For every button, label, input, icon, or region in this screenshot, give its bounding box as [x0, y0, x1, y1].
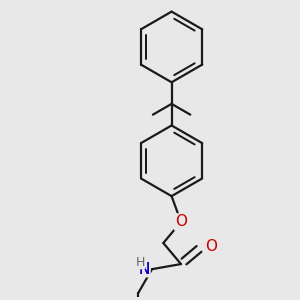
Text: N: N [139, 262, 150, 277]
Text: H: H [136, 256, 145, 269]
Text: O: O [175, 214, 187, 230]
Text: O: O [205, 239, 217, 254]
Text: N: N [139, 262, 150, 277]
